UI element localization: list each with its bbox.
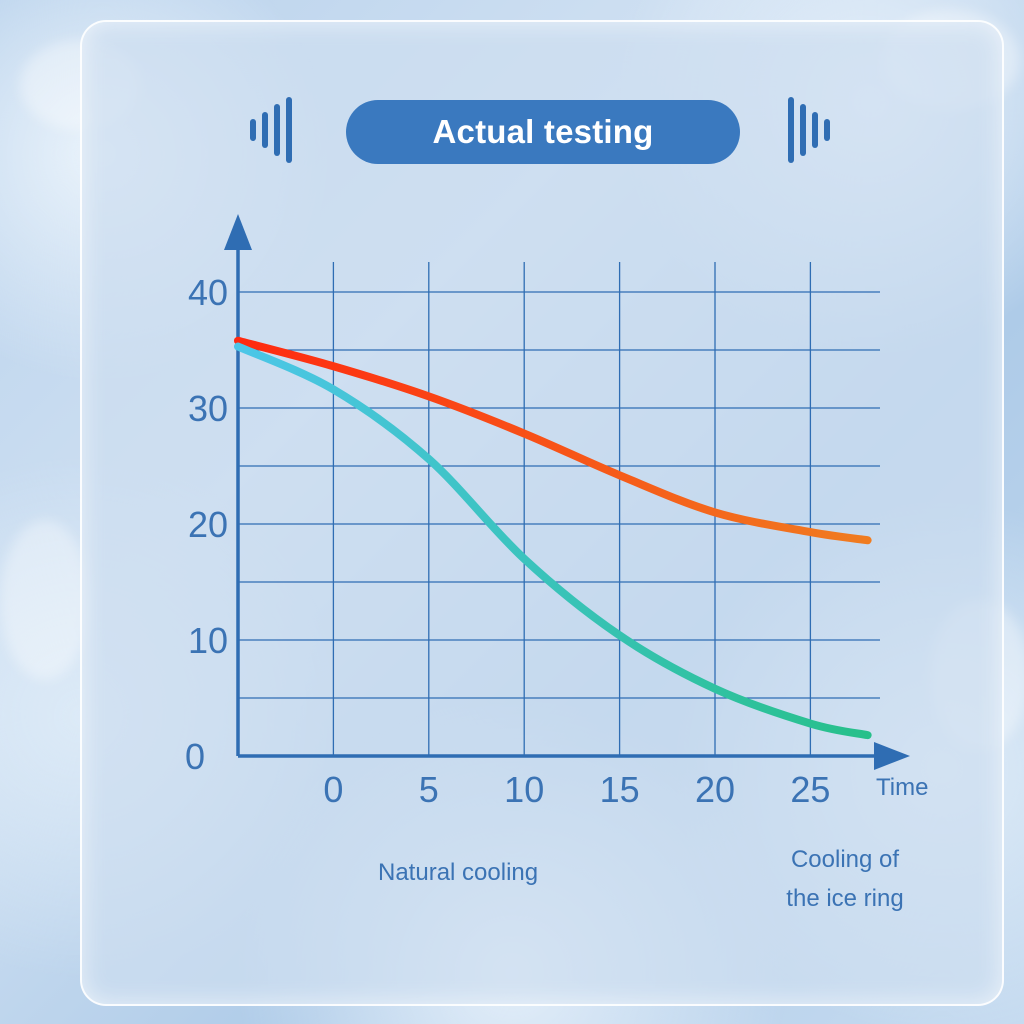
chart-axes	[224, 214, 910, 770]
chart-grid	[238, 262, 880, 756]
x-tick-label: 15	[600, 769, 640, 810]
y-tick-label: 0	[185, 736, 205, 777]
y-tick-label: 30	[188, 388, 228, 429]
sound-wave-icon	[250, 95, 292, 165]
y-tick-label: 10	[188, 620, 228, 661]
y-axis-arrow	[224, 214, 252, 250]
sound-wave-icon	[788, 95, 830, 165]
tick-labels: 0 10 20 30 40 0 5 10 15 20 25 Time	[185, 272, 928, 810]
chart-title: Actual testing	[432, 113, 654, 150]
ice-ring-cooling-line	[234, 342, 872, 740]
y-tick-label: 40	[188, 272, 228, 313]
title-pill: Actual testing	[346, 100, 740, 164]
series-lines	[234, 336, 872, 740]
x-tick-label: 0	[323, 769, 343, 810]
x-axis-label: Time	[876, 774, 928, 801]
legend: Natural cooling Cooling of the ice ring	[250, 846, 904, 912]
x-tick-label: 10	[504, 769, 544, 810]
natural-cooling-line	[234, 336, 872, 545]
legend-label-natural: Natural cooling	[378, 859, 538, 886]
legend-label-ice-line2: the ice ring	[786, 885, 903, 912]
y-tick-label: 20	[188, 504, 228, 545]
legend-label-ice: Cooling of	[791, 846, 899, 873]
chart-panel	[80, 20, 1004, 1006]
x-tick-label: 20	[695, 769, 735, 810]
x-axis-arrow	[874, 742, 910, 770]
x-tick-label: 5	[419, 769, 439, 810]
x-tick-label: 25	[790, 769, 830, 810]
